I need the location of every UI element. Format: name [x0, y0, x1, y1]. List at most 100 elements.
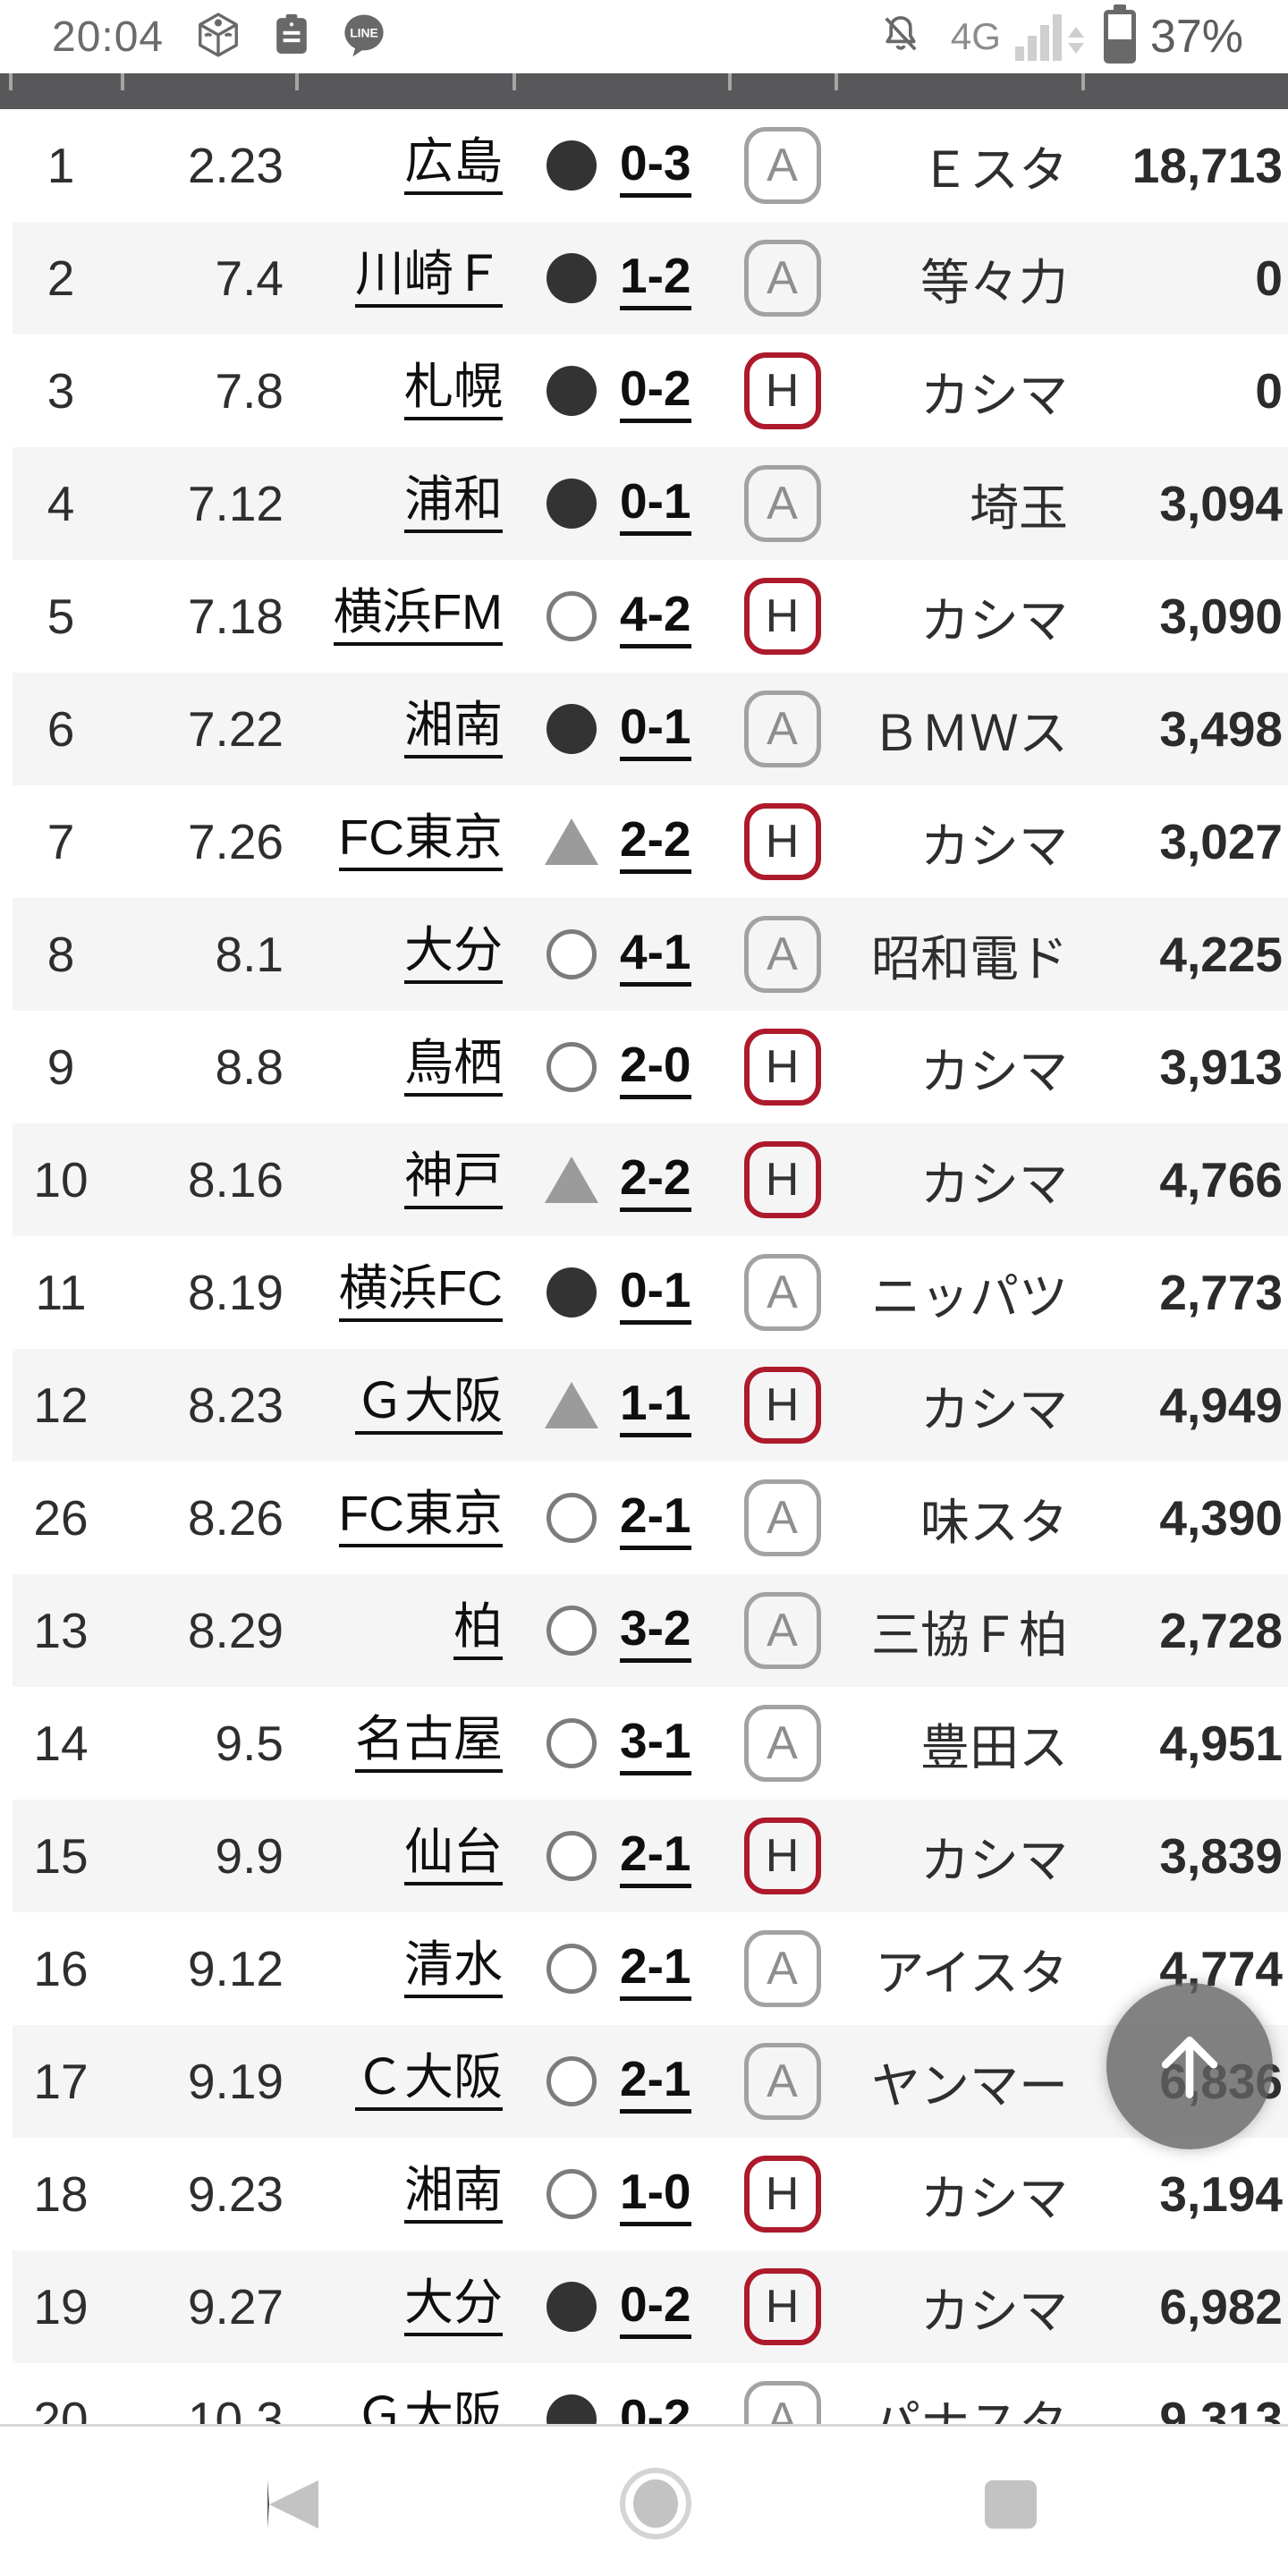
battery-percent-label: 37% [1149, 11, 1243, 63]
table-end-divider [0, 2424, 1288, 2427]
opponent-link[interactable]: 札幌 [403, 360, 503, 420]
table-row: 2 7.4 川崎Ｆ 1-2 A 等々力 0 [0, 222, 1288, 335]
result-icon [546, 478, 597, 530]
score-link[interactable]: 2-2 [620, 1148, 691, 1212]
clock-label: 20:04 [52, 13, 165, 61]
match-date: 7.22 [187, 701, 284, 757]
result-icon [546, 2281, 597, 2333]
score-link[interactable]: 0-2 [620, 360, 691, 423]
result-icon [546, 365, 597, 417]
opponent-link[interactable]: 浦和 [403, 473, 503, 533]
table-row: 10 8.16 神戸 2-2 H カシマ 4,766 [0, 1123, 1288, 1236]
table-header-strip [0, 73, 1288, 109]
score-link[interactable]: 2-0 [620, 1036, 691, 1099]
opponent-link[interactable]: FC東京 [338, 1487, 503, 1547]
result-icon [546, 1943, 597, 1995]
match-date: 7.12 [187, 476, 284, 531]
opponent-link[interactable]: 広島 [403, 135, 503, 195]
score-link[interactable]: 2-1 [620, 1937, 691, 2001]
opponent-link[interactable]: 湘南 [403, 2164, 503, 2224]
venue-badge: H [743, 578, 821, 655]
score-link[interactable]: 1-0 [620, 2163, 691, 2226]
attendance-value: 3,090 [1159, 589, 1283, 644]
opponent-link[interactable]: 川崎Ｆ [354, 248, 503, 308]
result-icon [546, 703, 597, 755]
stadium-name: カシマ [919, 2284, 1068, 2339]
match-number: 13 [33, 1603, 89, 1658]
opponent-link[interactable]: 大分 [403, 924, 503, 984]
match-date: 8.19 [187, 1265, 284, 1320]
stadium-name: 昭和電ド [870, 931, 1068, 987]
opponent-link[interactable]: 鳥栖 [403, 1037, 503, 1097]
table-row: 19 9.27 大分 0-2 H カシマ 6,982 [0, 2250, 1288, 2363]
score-link[interactable]: 2-1 [620, 1825, 691, 1888]
table-row: 7 7.26 FC東京 2-2 H カシマ 3,027 [0, 785, 1288, 898]
match-number: 10 [33, 1152, 89, 1208]
opponent-link[interactable]: 横浜FM [333, 586, 503, 646]
opponent-link[interactable]: Ｇ大阪 [355, 2389, 503, 2424]
opponent-link[interactable]: Ｇ大阪 [354, 1375, 503, 1435]
stadium-name: ニッパツ [870, 1269, 1068, 1325]
venue-badge: H [743, 1029, 821, 1106]
recents-button[interactable] [985, 2480, 1037, 2529]
opponent-link[interactable]: 横浜FC [338, 1262, 503, 1322]
arrow-up-icon [1143, 2019, 1236, 2114]
opponent-link[interactable]: 神戸 [403, 1149, 503, 1209]
table-row: 8 8.1 大分 4-1 A 昭和電ド 4,225 [0, 898, 1288, 1011]
svg-text:LINE: LINE [350, 25, 378, 39]
score-link[interactable]: 4-1 [620, 923, 691, 987]
notifications-off-icon [877, 12, 924, 63]
opponent-link[interactable]: FC東京 [338, 811, 503, 871]
opponent-link[interactable]: 柏 [453, 1600, 503, 1660]
attendance-value: 18,713 [1131, 138, 1283, 193]
score-link[interactable]: 0-2 [620, 2275, 691, 2339]
signal-strength-icon [1014, 13, 1084, 61]
stadium-name: カシマ [919, 368, 1068, 423]
stadium-name: Ｅスタ [919, 142, 1068, 198]
match-number: 8 [47, 927, 75, 982]
score-link[interactable]: 0-3 [620, 134, 691, 198]
result-icon [546, 1154, 597, 1206]
back-button[interactable] [267, 2480, 318, 2529]
venue-badge: A [743, 1592, 821, 1669]
opponent-link[interactable]: Ｃ大阪 [354, 2051, 503, 2111]
score-link[interactable]: 3-1 [620, 1712, 691, 1775]
stadium-name: カシマ [919, 1044, 1068, 1099]
score-link[interactable]: 4-2 [620, 585, 691, 648]
score-link[interactable]: 3-2 [620, 1599, 691, 1663]
opponent-link[interactable]: 名古屋 [354, 1713, 503, 1773]
score-link[interactable]: 2-1 [620, 2050, 691, 2114]
venue-badge: A [743, 465, 821, 542]
score-link[interactable]: 1-2 [620, 247, 691, 310]
attendance-value: 6,982 [1159, 2279, 1283, 2334]
result-icon [546, 2055, 597, 2107]
score-link[interactable]: 2-2 [620, 810, 691, 874]
score-link[interactable]: 1-1 [620, 1374, 691, 1437]
score-link[interactable]: 2-1 [620, 1487, 691, 1550]
home-button[interactable] [620, 2468, 691, 2539]
attendance-value: 4,390 [1159, 1490, 1283, 1546]
opponent-link[interactable]: 仙台 [403, 1826, 503, 1885]
venue-badge: A [743, 691, 821, 767]
venue-badge: A [743, 240, 821, 317]
table-row: 4 7.12 浦和 0-1 A 埼玉 3,094 [0, 447, 1288, 560]
opponent-link[interactable]: 湘南 [403, 699, 503, 758]
result-icon [546, 928, 597, 980]
line-app-icon: LINE [341, 12, 387, 63]
match-number: 11 [35, 1265, 87, 1320]
score-link[interactable]: 0-2 [620, 2388, 691, 2425]
result-icon [546, 1041, 597, 1093]
venue-badge: A [743, 2043, 821, 2120]
score-link[interactable]: 0-1 [620, 1261, 691, 1325]
opponent-link[interactable]: 大分 [403, 2276, 503, 2336]
match-number: 18 [33, 2166, 89, 2222]
score-link[interactable]: 0-1 [620, 472, 691, 536]
match-number: 5 [47, 589, 75, 644]
opponent-link[interactable]: 清水 [403, 1938, 503, 1998]
score-link[interactable]: 0-1 [620, 698, 691, 761]
result-icon [546, 1267, 597, 1318]
match-date: 7.4 [215, 250, 284, 306]
scroll-to-top-button[interactable] [1106, 1983, 1273, 2149]
stadium-name: アイスタ [875, 1945, 1068, 2001]
venue-badge: H [743, 2156, 821, 2233]
